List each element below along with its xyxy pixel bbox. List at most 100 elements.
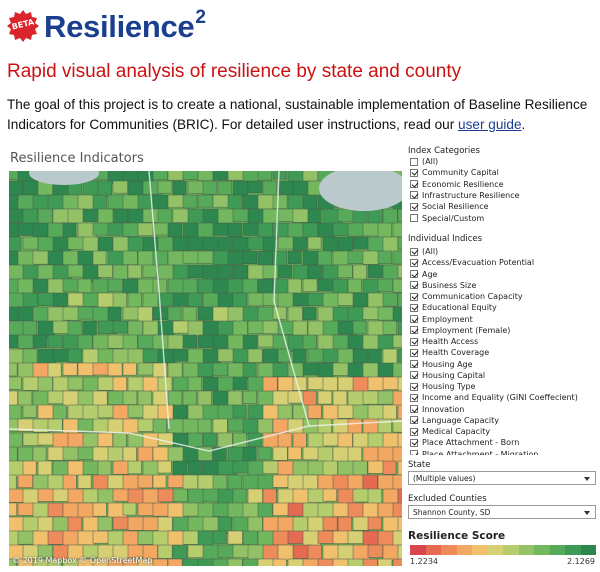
county-region[interactable] — [32, 502, 49, 519]
county-region[interactable] — [257, 558, 274, 566]
county-region[interactable] — [262, 236, 277, 253]
county-region[interactable] — [37, 544, 53, 559]
county-region[interactable] — [397, 320, 402, 335]
county-region[interactable] — [127, 460, 142, 475]
checkbox-checked-icon[interactable] — [410, 416, 418, 425]
county-region[interactable] — [377, 278, 393, 292]
county-region[interactable] — [397, 460, 402, 476]
county-region[interactable] — [137, 474, 153, 489]
county-region[interactable] — [172, 180, 187, 196]
county-region[interactable] — [247, 516, 263, 533]
county-region[interactable] — [77, 418, 94, 433]
county-region[interactable] — [157, 348, 176, 366]
county-region[interactable] — [317, 558, 336, 566]
county-region[interactable] — [127, 264, 142, 279]
checkbox-checked-icon[interactable] — [410, 427, 418, 436]
county-region[interactable] — [277, 432, 293, 448]
county-region[interactable] — [262, 544, 280, 560]
county-region[interactable] — [47, 558, 62, 566]
county-region[interactable] — [122, 362, 137, 376]
county-region[interactable] — [227, 530, 243, 545]
county-region[interactable] — [202, 488, 220, 502]
county-region[interactable] — [112, 432, 127, 449]
county-region[interactable] — [352, 236, 370, 250]
county-region[interactable] — [322, 516, 338, 531]
filter-option[interactable]: Innovation — [410, 404, 464, 415]
county-region[interactable] — [187, 376, 202, 391]
county-region[interactable] — [382, 208, 398, 225]
county-region[interactable] — [97, 516, 113, 532]
county-region[interactable] — [9, 488, 24, 503]
county-region[interactable] — [122, 446, 137, 463]
county-region[interactable] — [47, 362, 62, 378]
county-region[interactable] — [337, 516, 353, 532]
county-region[interactable] — [382, 348, 398, 365]
filter-option[interactable]: Age — [410, 269, 437, 280]
county-region[interactable] — [317, 530, 335, 544]
county-region[interactable] — [197, 362, 214, 377]
county-region[interactable] — [142, 404, 160, 421]
county-region[interactable] — [212, 222, 229, 236]
individual-indices-list[interactable]: (All) Access/Evacuation Potential Age Busin… — [406, 244, 598, 455]
county-region[interactable] — [232, 488, 247, 506]
checkbox-checked-icon[interactable] — [410, 270, 418, 278]
county-region[interactable] — [262, 460, 281, 474]
county-region[interactable] — [272, 194, 288, 209]
county-region[interactable] — [287, 278, 302, 296]
county-region[interactable] — [337, 348, 355, 365]
county-region[interactable] — [37, 236, 54, 252]
county-region[interactable] — [352, 544, 371, 560]
county-region[interactable] — [187, 292, 203, 307]
county-region[interactable] — [142, 516, 159, 531]
county-region[interactable] — [77, 474, 92, 489]
county-region[interactable] — [232, 320, 248, 338]
county-region[interactable] — [277, 180, 295, 196]
county-region[interactable] — [167, 306, 182, 321]
county-region[interactable] — [122, 306, 141, 321]
county-region[interactable] — [52, 488, 70, 502]
county-region[interactable] — [242, 530, 259, 546]
county-region[interactable] — [272, 306, 287, 320]
county-region[interactable] — [197, 418, 212, 434]
county-region[interactable] — [62, 474, 77, 492]
county-region[interactable] — [172, 348, 189, 362]
county-region[interactable] — [112, 320, 128, 334]
county-region[interactable] — [212, 418, 228, 434]
filter-option[interactable]: Health Coverage — [410, 347, 489, 358]
county-region[interactable] — [62, 558, 80, 566]
county-region[interactable] — [307, 348, 324, 363]
county-region[interactable] — [182, 194, 198, 209]
filter-option[interactable]: Place Attachment - Born — [410, 437, 519, 448]
county-region[interactable] — [322, 236, 340, 253]
county-region[interactable] — [302, 362, 319, 376]
county-region[interactable] — [172, 516, 190, 533]
county-region[interactable] — [347, 278, 362, 293]
county-region[interactable] — [107, 390, 126, 405]
checkbox-checked-icon[interactable] — [410, 405, 418, 413]
county-region[interactable] — [397, 488, 402, 505]
county-region[interactable] — [247, 292, 265, 307]
county-region[interactable] — [197, 278, 216, 294]
county-region[interactable] — [122, 530, 139, 547]
county-region[interactable] — [392, 558, 402, 566]
county-region[interactable] — [397, 516, 402, 535]
county-region[interactable] — [242, 446, 257, 462]
county-region[interactable] — [172, 488, 188, 502]
county-region[interactable] — [257, 278, 275, 294]
county-region[interactable] — [37, 516, 54, 532]
county-region[interactable] — [67, 516, 83, 532]
county-region[interactable] — [152, 446, 169, 462]
county-region[interactable] — [247, 460, 265, 476]
county-region[interactable] — [157, 544, 173, 559]
county-region[interactable] — [302, 194, 318, 210]
county-region[interactable] — [302, 278, 318, 292]
county-region[interactable] — [97, 432, 114, 447]
county-region[interactable] — [352, 460, 368, 476]
county-region[interactable] — [172, 208, 190, 223]
map-credit[interactable]: © 2019 Mapbox © OpenStreetMap — [12, 556, 153, 565]
county-region[interactable] — [322, 376, 338, 391]
county-region[interactable] — [92, 446, 110, 462]
county-region[interactable] — [322, 404, 339, 421]
county-region[interactable] — [227, 558, 243, 566]
county-region[interactable] — [172, 460, 188, 478]
